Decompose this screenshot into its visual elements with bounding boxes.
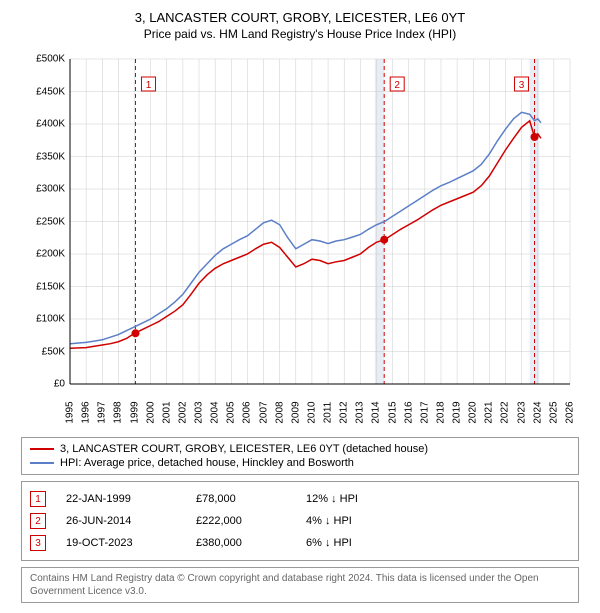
x-tick-label: 2022 — [500, 401, 511, 423]
x-tick-label: 2003 — [194, 401, 205, 423]
event-diff: 4% ↓ HPI — [306, 515, 396, 527]
events-table: 1 22-JAN-1999 £78,000 12% ↓ HPI 2 26-JUN-2014… — [21, 481, 579, 561]
y-tick-label: £300K — [36, 184, 65, 195]
x-tick-label: 2020 — [468, 401, 479, 423]
x-tick-label: 2018 — [435, 401, 446, 423]
y-tick-label: £350K — [36, 151, 65, 162]
y-tick-label: £0 — [54, 379, 65, 390]
x-tick-label: 2017 — [419, 401, 430, 423]
y-tick-label: £500K — [36, 54, 65, 65]
y-tick-label: £150K — [36, 281, 65, 292]
legend-label: 3, LANCASTER COURT, GROBY, LEICESTER, LE… — [60, 443, 428, 455]
x-tick-label: 2009 — [290, 401, 301, 423]
x-tick-label: 1996 — [81, 401, 92, 423]
event-row: 1 22-JAN-1999 £78,000 12% ↓ HPI — [30, 488, 570, 510]
y-tick-label: £100K — [36, 314, 65, 325]
x-tick-label: 2025 — [548, 401, 559, 423]
x-tick-label: 1997 — [97, 401, 108, 423]
event-row: 2 26-JUN-2014 £222,000 4% ↓ HPI — [30, 510, 570, 532]
y-tick-label: £450K — [36, 86, 65, 97]
event-price: £78,000 — [196, 493, 286, 505]
x-tick-label: 2007 — [258, 401, 269, 423]
x-tick-label: 2005 — [226, 401, 237, 423]
x-tick-label: 2021 — [484, 401, 495, 423]
x-tick-label: 2004 — [210, 401, 221, 423]
svg-text:3: 3 — [519, 80, 525, 91]
x-tick-label: 2019 — [452, 401, 463, 423]
x-tick-label: 2006 — [242, 401, 253, 423]
y-tick-label: £250K — [36, 216, 65, 227]
x-tick-label: 2026 — [565, 401, 576, 423]
x-tick-label: 2001 — [161, 401, 172, 423]
x-tick-label: 2014 — [371, 401, 382, 423]
legend-swatch — [30, 462, 54, 464]
y-tick-label: £50K — [42, 346, 65, 357]
event-date: 26-JUN-2014 — [66, 515, 176, 527]
x-tick-label: 2000 — [145, 401, 156, 423]
chart-area: 1 2 3 £0 £50K £100K £150K £200K £250K £300K £350K… — [20, 49, 580, 429]
legend: 3, LANCASTER COURT, GROBY, LEICESTER, LE… — [21, 437, 579, 475]
legend-row: 3, LANCASTER COURT, GROBY, LEICESTER, LE… — [30, 442, 570, 456]
legend-label: HPI: Average price, detached house, Hinc… — [60, 457, 354, 469]
x-tick-label: 2011 — [323, 402, 334, 424]
x-tick-label: 2010 — [306, 401, 317, 423]
x-tick-label: 2016 — [403, 401, 414, 423]
svg-text:1: 1 — [146, 80, 152, 91]
x-tick-label: 2013 — [355, 401, 366, 423]
legend-row: HPI: Average price, detached house, Hinc… — [30, 456, 570, 470]
event-date: 19-OCT-2023 — [66, 537, 176, 549]
x-tick-label: 2015 — [387, 401, 398, 423]
x-tick-label: 2002 — [177, 401, 188, 423]
x-tick-label: 2012 — [339, 401, 350, 423]
event-date: 22-JAN-1999 — [66, 493, 176, 505]
x-tick-label: 2024 — [532, 401, 543, 423]
event-diff: 6% ↓ HPI — [306, 537, 396, 549]
chart-title: 3, LANCASTER COURT, GROBY, LEICESTER, LE… — [10, 10, 590, 25]
event-marker: 1 — [30, 491, 46, 507]
x-tick-label: 2008 — [274, 401, 285, 423]
event-price: £222,000 — [196, 515, 286, 527]
event-marker: 3 — [30, 535, 46, 551]
x-tick-label: 1999 — [129, 401, 140, 423]
x-tick-label: 1998 — [113, 401, 124, 423]
attribution: Contains HM Land Registry data © Crown c… — [21, 567, 579, 603]
event-price: £380,000 — [196, 537, 286, 549]
x-tick-label: 1995 — [65, 401, 76, 423]
legend-swatch — [30, 448, 54, 450]
event-marker: 2 — [30, 513, 46, 529]
event-diff: 12% ↓ HPI — [306, 493, 396, 505]
y-tick-label: £200K — [36, 249, 65, 260]
event-row: 3 19-OCT-2023 £380,000 6% ↓ HPI — [30, 532, 570, 554]
chart-subtitle: Price paid vs. HM Land Registry's House … — [10, 27, 590, 41]
x-tick-label: 2023 — [516, 401, 527, 423]
y-tick-label: £400K — [36, 119, 65, 130]
svg-text:2: 2 — [394, 80, 400, 91]
chart-svg: 1 2 3 — [20, 49, 580, 429]
